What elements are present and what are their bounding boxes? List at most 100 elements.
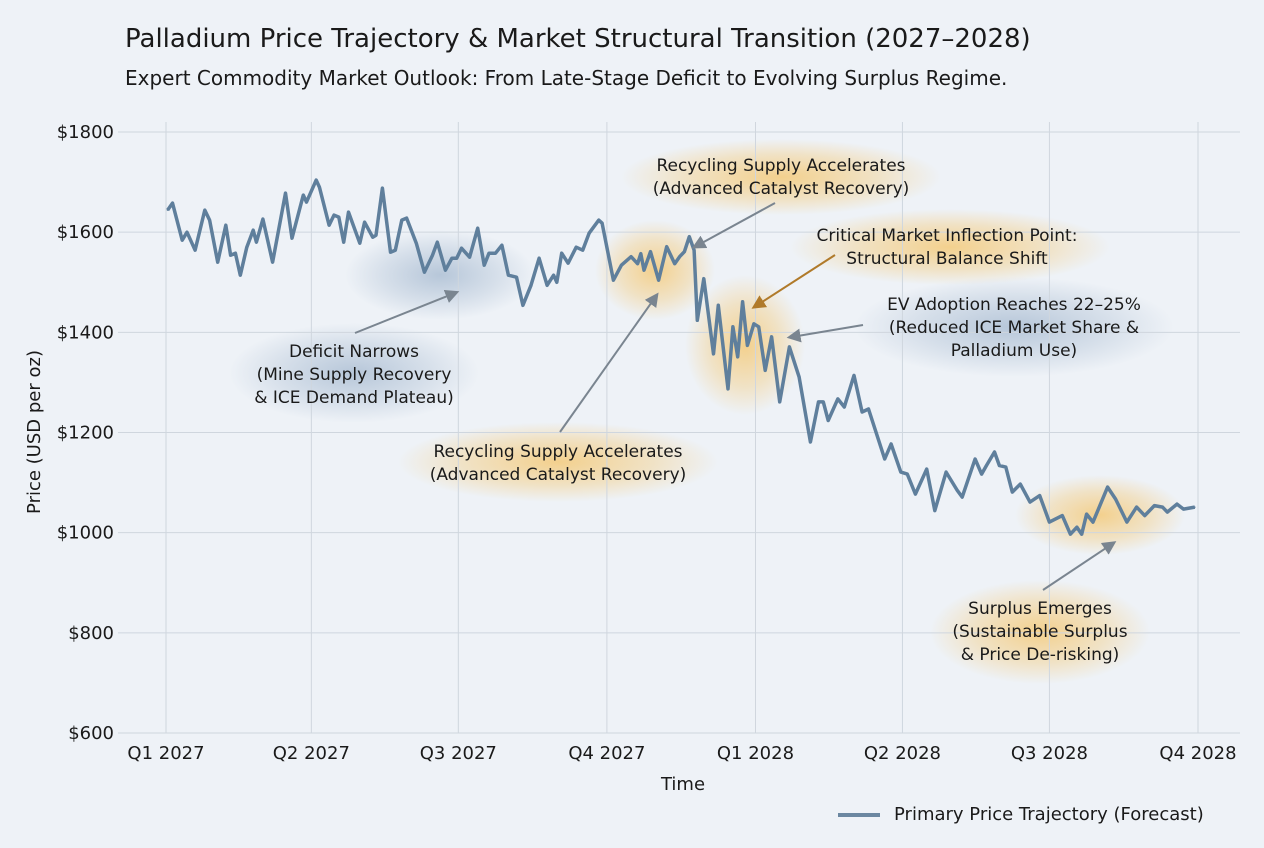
data-point bbox=[770, 336, 773, 338]
data-point bbox=[302, 194, 305, 196]
data-point bbox=[933, 509, 936, 512]
data-point bbox=[588, 232, 590, 234]
data-point bbox=[1069, 533, 1072, 535]
data-point bbox=[455, 257, 458, 260]
data-point bbox=[208, 219, 211, 221]
data-point bbox=[444, 269, 447, 272]
data-point bbox=[507, 274, 510, 277]
data-point bbox=[778, 401, 781, 403]
data-point bbox=[284, 192, 287, 194]
data-point bbox=[552, 274, 555, 277]
data-point bbox=[567, 262, 569, 265]
x-tick-label: Q1 2028 bbox=[717, 743, 794, 764]
x-axis-label: Time bbox=[660, 774, 705, 795]
data-point bbox=[171, 202, 174, 204]
data-point bbox=[1011, 491, 1014, 493]
data-point bbox=[788, 346, 791, 348]
gridlines bbox=[118, 122, 1240, 734]
data-point bbox=[1114, 498, 1117, 500]
data-point bbox=[431, 254, 434, 257]
data-point bbox=[1143, 514, 1146, 517]
data-point bbox=[271, 261, 274, 264]
data-point bbox=[581, 249, 584, 251]
data-point bbox=[1106, 486, 1109, 488]
data-point bbox=[436, 241, 439, 243]
legend-label: Primary Price Trajectory (Forecast) bbox=[894, 804, 1204, 825]
data-point bbox=[476, 227, 479, 229]
data-point bbox=[1029, 501, 1031, 503]
data-point bbox=[853, 374, 855, 377]
data-point bbox=[827, 419, 829, 422]
data-point bbox=[620, 264, 623, 267]
annotation-text: Recycling Supply Accelerates bbox=[433, 442, 682, 462]
data-point bbox=[333, 214, 335, 216]
annotation: Deficit Narrows (Mine Supply Recovery & IC… bbox=[254, 289, 460, 408]
annotation-text: Critical Market Inflection Point: bbox=[817, 226, 1078, 246]
y-tick-label: $800 bbox=[68, 623, 114, 644]
data-point bbox=[753, 323, 755, 325]
annotation-text: (Reduced ICE Market Share & bbox=[889, 318, 1139, 338]
data-point bbox=[501, 244, 503, 246]
data-point bbox=[460, 247, 463, 249]
data-point bbox=[375, 234, 377, 236]
annotation-arrow bbox=[1042, 541, 1117, 591]
annotation-arrow bbox=[691, 202, 776, 249]
data-point bbox=[673, 262, 676, 265]
x-tick-label: Q4 2028 bbox=[1159, 743, 1236, 764]
y-axis-label: Price (USD per oz) bbox=[24, 350, 45, 514]
data-point bbox=[522, 304, 524, 307]
data-point bbox=[1182, 508, 1185, 510]
annotation-text: (Advanced Catalyst Recovery) bbox=[653, 179, 910, 199]
data-point bbox=[914, 493, 917, 495]
data-point bbox=[906, 473, 909, 475]
data-point bbox=[890, 443, 892, 445]
data-point bbox=[234, 252, 237, 255]
data-point bbox=[727, 388, 729, 390]
data-point bbox=[245, 246, 248, 248]
annotations: Recycling Supply Accelerates (Advanced Ca… bbox=[254, 156, 1141, 665]
data-point bbox=[861, 411, 863, 413]
annotation-text: Recycling Supply Accelerates bbox=[656, 156, 905, 176]
y-tick-label: $1000 bbox=[57, 523, 114, 544]
x-tick-label: Q2 2028 bbox=[864, 743, 941, 764]
data-point bbox=[817, 401, 820, 403]
data-point bbox=[640, 252, 642, 255]
y-tick-label: $1400 bbox=[57, 322, 114, 343]
data-point bbox=[974, 458, 976, 460]
data-point bbox=[194, 249, 196, 251]
data-point bbox=[643, 269, 645, 272]
legend: Primary Price Trajectory (Forecast) bbox=[838, 804, 1204, 825]
x-tick-label: Q2 2027 bbox=[273, 743, 350, 764]
annotation-text: EV Adoption Reaches 22–25% bbox=[887, 295, 1141, 315]
data-point bbox=[657, 279, 660, 282]
glow-highlight bbox=[930, 580, 1150, 684]
data-point bbox=[488, 252, 490, 255]
annotation-text: Surplus Emerges bbox=[968, 599, 1112, 619]
data-point bbox=[696, 319, 699, 322]
data-point bbox=[556, 281, 558, 284]
highlight-glows bbox=[229, 139, 1185, 684]
annotation: EV Adoption Reaches 22–25% (Reduced ICE M… bbox=[786, 295, 1141, 361]
data-point bbox=[1193, 506, 1196, 508]
data-point bbox=[1076, 526, 1078, 528]
x-axis-ticks: Q1 2027 Q2 2027 Q3 2027 Q4 2027 Q1 2028 Q2 20… bbox=[127, 743, 1236, 764]
annotation-text: Structural Balance Shift bbox=[846, 249, 1048, 269]
data-point bbox=[347, 211, 350, 213]
series-points bbox=[166, 179, 1196, 535]
data-point bbox=[239, 274, 242, 277]
data-point bbox=[843, 406, 846, 408]
data-point bbox=[315, 179, 317, 181]
data-point bbox=[688, 235, 691, 238]
data-point bbox=[757, 326, 760, 328]
data-point bbox=[798, 376, 800, 378]
glow-highlight bbox=[345, 230, 535, 320]
data-point bbox=[229, 254, 232, 257]
data-point bbox=[764, 369, 766, 372]
data-point bbox=[703, 277, 705, 280]
data-point bbox=[678, 255, 681, 258]
data-point bbox=[203, 209, 206, 211]
data-point bbox=[741, 300, 744, 303]
data-point bbox=[998, 464, 1001, 467]
data-point bbox=[630, 255, 632, 258]
data-point bbox=[166, 209, 169, 211]
